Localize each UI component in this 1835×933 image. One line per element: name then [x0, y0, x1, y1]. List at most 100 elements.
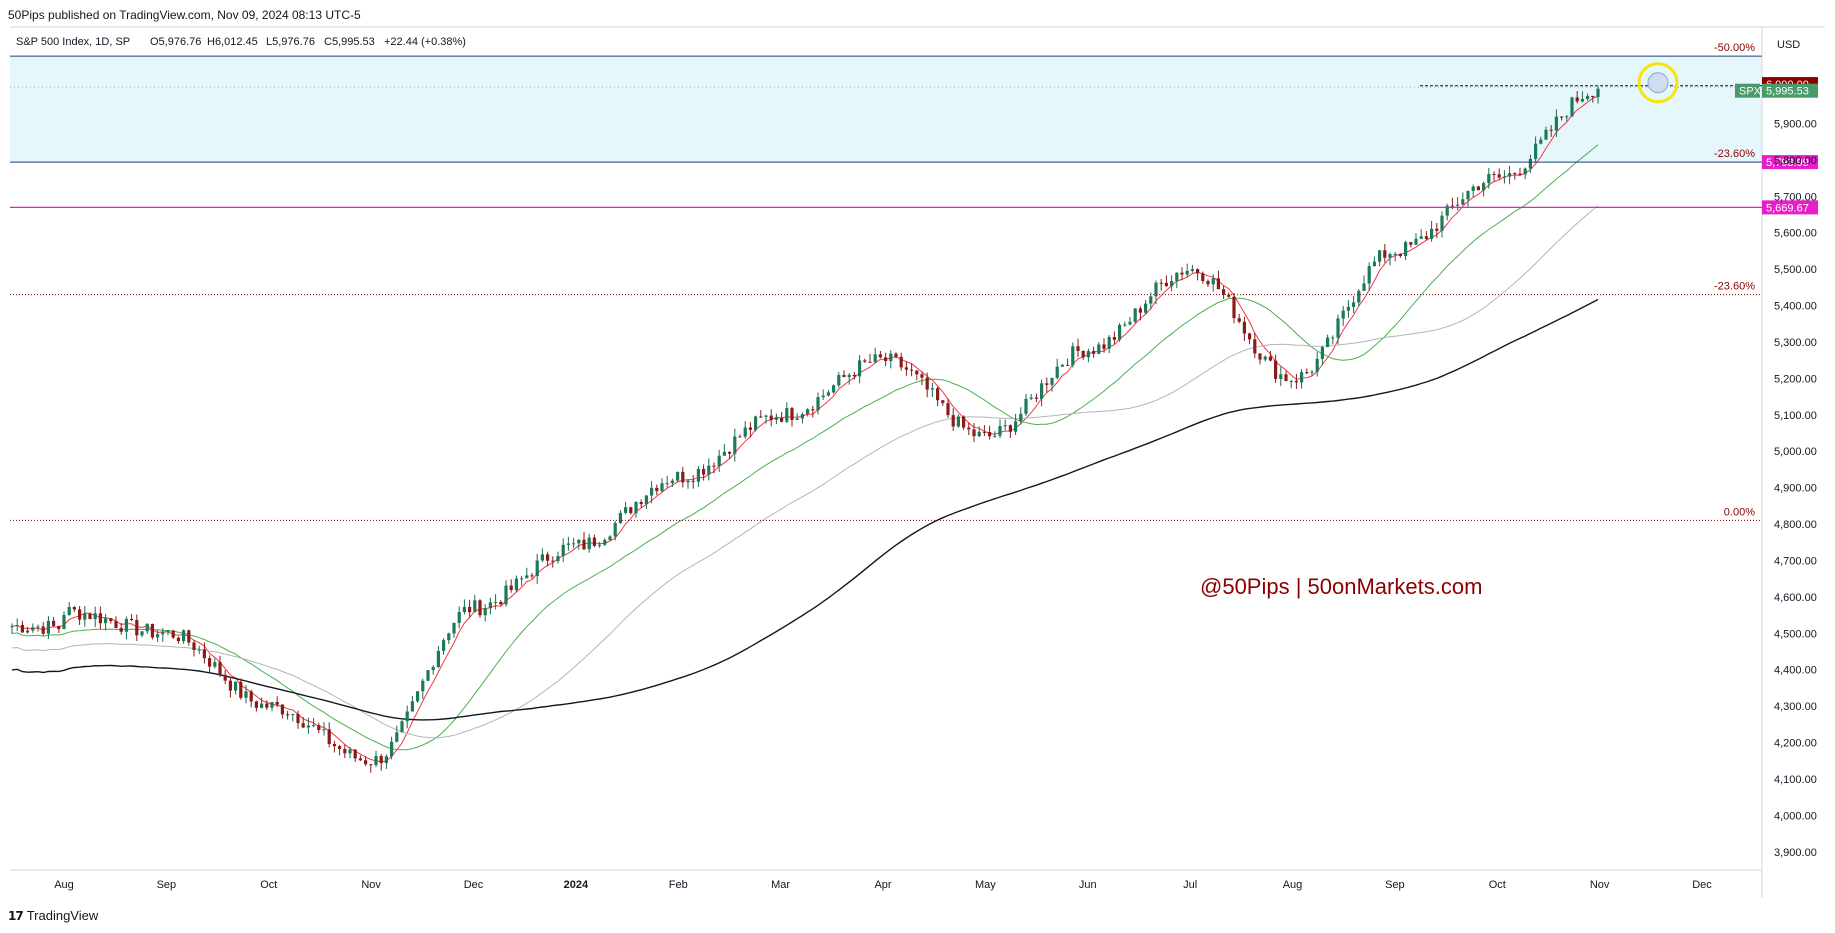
- x-tick-label: Mar: [771, 879, 790, 891]
- candle-body: [530, 575, 534, 577]
- y-tick-label: 3,900.00: [1774, 847, 1817, 859]
- series-tag-bg: [1735, 83, 1760, 98]
- candle-body: [629, 507, 633, 514]
- candle-body: [1258, 353, 1262, 360]
- candle-body: [228, 680, 232, 691]
- candle-body: [1404, 242, 1408, 257]
- x-tick-label: Jul: [1183, 879, 1197, 891]
- candle-body: [1435, 228, 1439, 231]
- candle-body: [1393, 253, 1397, 255]
- candle-body: [213, 662, 217, 667]
- y-tick-label: 5,400.00: [1774, 301, 1817, 313]
- candle-body: [785, 408, 789, 422]
- candle-body: [826, 392, 830, 396]
- candle-body: [988, 432, 992, 437]
- candle-body: [1024, 398, 1028, 414]
- candle-body: [930, 388, 934, 390]
- highlight-circle: [1637, 62, 1679, 104]
- candle-body: [624, 507, 628, 513]
- candle-body: [1508, 173, 1512, 177]
- x-tick-label: Sep: [157, 879, 177, 891]
- legend-symbol: S&P 500 Index, 1D, SP: [16, 36, 130, 48]
- candle-body: [1107, 336, 1111, 349]
- candle-body: [1331, 337, 1335, 339]
- candle-body: [936, 388, 940, 401]
- candle-body: [156, 634, 160, 638]
- candle-body: [707, 465, 711, 475]
- candle-body: [88, 613, 92, 620]
- y-tick-label: 5,200.00: [1774, 373, 1817, 385]
- candle-body: [1502, 176, 1506, 178]
- candle-body: [728, 451, 732, 454]
- ma-100-line: [11, 205, 1599, 739]
- fib-label-3: 0.00%: [1724, 506, 1755, 518]
- candle-body: [1014, 421, 1018, 432]
- candle-body: [1539, 139, 1543, 144]
- x-tick-label: Aug: [1283, 879, 1303, 891]
- candle-body: [150, 623, 154, 638]
- candle-body: [1367, 266, 1371, 284]
- candle-body: [972, 429, 976, 437]
- candle-body: [821, 395, 825, 398]
- y-tick-label: 5,900.00: [1774, 118, 1817, 130]
- candle-body: [696, 468, 700, 482]
- fib-label-1: -23.60%: [1714, 148, 1755, 160]
- candle-body: [36, 626, 40, 628]
- x-tick-label: Nov: [1590, 879, 1610, 891]
- candle-body: [769, 415, 773, 420]
- candle-body: [702, 468, 706, 475]
- candle-body: [1060, 364, 1064, 367]
- candle-body: [1580, 98, 1584, 102]
- candle-body: [676, 471, 680, 481]
- fib-zone-layer: [10, 56, 1762, 163]
- candle-body: [15, 625, 19, 627]
- candle-body: [1138, 308, 1142, 313]
- candle-body: [124, 618, 128, 632]
- y-tick-label: 5,000.00: [1774, 446, 1817, 458]
- candle-body: [1357, 290, 1361, 303]
- candle-body: [1513, 173, 1517, 175]
- candle-body: [1040, 383, 1044, 399]
- y-tick-label: 4,600.00: [1774, 592, 1817, 604]
- candle-body: [1055, 366, 1059, 378]
- candle-body: [20, 625, 24, 633]
- candle-body: [1071, 346, 1075, 366]
- candle-body: [1596, 88, 1600, 98]
- candle-body: [660, 483, 664, 492]
- candle-body: [665, 483, 669, 485]
- candle-body: [1414, 238, 1418, 245]
- candle-body: [1560, 116, 1564, 118]
- candle-body: [327, 729, 331, 744]
- candle-body: [956, 416, 960, 427]
- candle-body: [10, 626, 14, 628]
- candle-body: [1097, 344, 1101, 354]
- candle-body: [655, 487, 659, 492]
- candle-body: [442, 640, 446, 651]
- candle-body: [1315, 358, 1319, 372]
- candle-body: [46, 620, 50, 634]
- candle-body: [52, 620, 56, 626]
- candle-body: [650, 487, 654, 496]
- candle-body: [852, 374, 856, 377]
- candle-body: [1528, 158, 1532, 169]
- candle-body: [483, 608, 487, 616]
- y-tick-label: 5,300.00: [1774, 337, 1817, 349]
- candle-body: [296, 714, 300, 724]
- candle-body: [592, 537, 596, 546]
- x-tick-label: Feb: [669, 879, 688, 891]
- candle-body: [1128, 321, 1132, 325]
- currency-label[interactable]: USD: [1777, 39, 1800, 51]
- candle-body: [1341, 310, 1345, 319]
- y-tick-label: 5,600.00: [1774, 228, 1817, 240]
- candle-body: [1274, 360, 1278, 379]
- candle-body: [748, 427, 752, 430]
- candle-body: [884, 357, 888, 361]
- candle-body: [41, 626, 45, 634]
- y-tick-label: 4,000.00: [1774, 810, 1817, 822]
- candle-body: [379, 755, 383, 764]
- candle-body: [582, 539, 586, 550]
- candle-body: [171, 630, 175, 638]
- candle-body: [603, 540, 607, 545]
- candle-body: [280, 704, 284, 715]
